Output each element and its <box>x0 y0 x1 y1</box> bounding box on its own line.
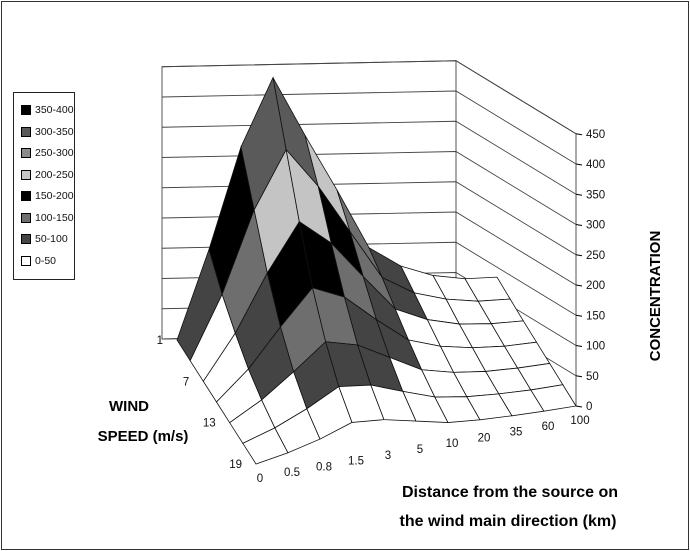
legend-item: 50-100 <box>21 232 68 246</box>
x-tick-labels: 0 0.5 0.8 1.5 3 5 10 20 35 60 100 <box>257 415 590 485</box>
legend-swatch <box>21 191 31 201</box>
z-tick-label: 50 <box>586 371 599 383</box>
z-gridline <box>161 90 577 165</box>
x-tick-label: 20 <box>478 432 491 444</box>
legend-swatch <box>21 212 31 223</box>
z-tick-label: 250 <box>586 250 605 262</box>
z-tick-mark <box>575 254 583 257</box>
y-tick-label: 7 <box>183 376 189 388</box>
legend-swatch <box>21 255 31 266</box>
legend-label: 250-300 <box>35 147 74 159</box>
legend-label: 300-350 <box>35 125 74 138</box>
z-tick-label: 200 <box>586 280 605 292</box>
z-tick-label: 450 <box>586 129 605 141</box>
legend-item: 350-400 <box>21 103 74 117</box>
z-axis-title: CONCENTRATION <box>647 231 664 362</box>
legend-label: 200-250 <box>35 168 74 181</box>
x-tick-label: 3 <box>385 450 391 462</box>
x-tick-label: 0.8 <box>316 461 332 473</box>
z-tick-mark <box>575 345 583 347</box>
z-tick-labels: 0 50 100 150 200 250 300 350 400 450 <box>586 129 605 413</box>
legend-swatch <box>21 234 31 244</box>
legend-swatch <box>21 148 31 158</box>
legend-swatch <box>21 105 31 115</box>
x-tick-label: 60 <box>542 421 555 433</box>
legend-item: 300-350 <box>21 125 74 139</box>
legend-item: 100-150 <box>21 211 74 225</box>
x-tick-label: 0 <box>257 473 263 485</box>
legend-label: 0-50 <box>35 254 57 267</box>
x-tick-label: 5 <box>417 444 423 456</box>
z-tick-mark <box>575 224 583 226</box>
z-tick-label: 350 <box>586 189 605 201</box>
legend-item: 150-200 <box>21 189 74 203</box>
legend-swatch <box>21 126 31 137</box>
x-axis-title-line2: the wind main direction (km) <box>400 513 617 530</box>
y-tick-label: 13 <box>203 418 216 430</box>
legend-item: 250-300 <box>21 146 74 160</box>
legend-item: 200-250 <box>21 168 74 182</box>
legend-label: 50-100 <box>35 233 68 245</box>
z-tick-mark <box>575 133 583 136</box>
z-tick-mark <box>575 163 583 166</box>
z-tick-mark <box>575 405 583 408</box>
z-gridline <box>161 60 577 135</box>
z-tick-label: 150 <box>586 310 605 322</box>
x-tick-label: 0.5 <box>284 467 300 479</box>
x-axis-title-line1: Distance from the source on <box>402 484 618 501</box>
y-axis-title-line2: SPEED (m/s) <box>98 428 189 445</box>
z-tick-mark <box>575 284 583 287</box>
legend-label: 150-200 <box>35 190 74 202</box>
legend-label: 350-400 <box>35 104 74 116</box>
legend-swatch <box>21 169 31 180</box>
surface-plot <box>176 76 577 465</box>
legend-label: 100-150 <box>35 211 74 224</box>
z-tick-label: 400 <box>586 159 605 171</box>
y-tick-label: 1 <box>157 335 163 347</box>
legend-item: 0-50 <box>21 254 56 268</box>
y-tick-label: 19 <box>229 459 242 471</box>
y-tick-labels: 1 7 13 19 <box>157 335 242 471</box>
z-tick-label: 0 <box>586 401 592 413</box>
z-tick-mark <box>575 375 583 378</box>
x-tick-label: 100 <box>570 415 589 427</box>
z-tick-mark <box>575 314 583 317</box>
x-tick-label: 1.5 <box>348 456 364 468</box>
x-tick-label: 35 <box>510 427 523 439</box>
surface-patch <box>530 384 577 412</box>
z-tick-mark <box>575 193 583 196</box>
x-tick-label: 10 <box>446 438 459 450</box>
z-tick-label: 100 <box>586 341 605 353</box>
legend: 350-400 300-350 250-300 200-250 150-200 100-1… <box>13 92 75 280</box>
y-axis-title-line1: WIND <box>109 398 149 415</box>
z-tick-label: 300 <box>586 220 605 232</box>
